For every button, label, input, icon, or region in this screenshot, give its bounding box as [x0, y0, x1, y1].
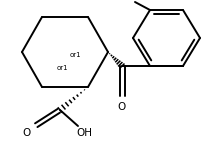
Text: O: O — [118, 102, 126, 112]
Text: OH: OH — [76, 128, 92, 138]
Text: O: O — [22, 128, 30, 138]
Text: or1: or1 — [69, 52, 81, 58]
Text: or1: or1 — [56, 65, 68, 71]
